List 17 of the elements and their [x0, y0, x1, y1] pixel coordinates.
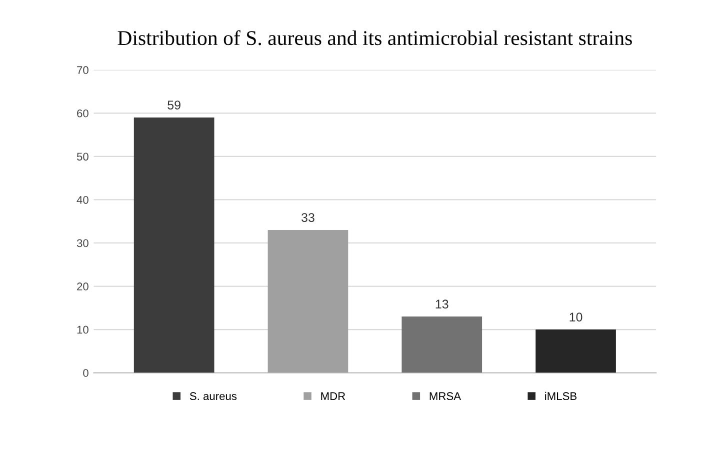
data-label: 33 [301, 213, 314, 222]
data-label: 10 [570, 312, 582, 322]
y-tick-label: 50 [76, 152, 88, 161]
y-tick-label: 30 [76, 239, 88, 248]
data-label: 13 [436, 300, 448, 309]
legend-label: MDR [321, 392, 346, 400]
legend-label: S. aureus [190, 392, 237, 400]
y-tick-label: 70 [77, 66, 88, 74]
y-tick-label: 10 [77, 326, 88, 334]
y-tick-label: 40 [76, 196, 88, 204]
data-label: 59 [168, 100, 180, 110]
y-tick-label: 60 [77, 109, 88, 118]
y-tick-label: 20 [77, 282, 88, 290]
legend-label: MRSA [430, 392, 462, 400]
y-tick-label: 0 [83, 369, 88, 377]
legend-label: iMLSB [545, 392, 577, 400]
chart-title: Distribution of S. aureus and its antimicrobial resistant strains [118, 30, 632, 46]
